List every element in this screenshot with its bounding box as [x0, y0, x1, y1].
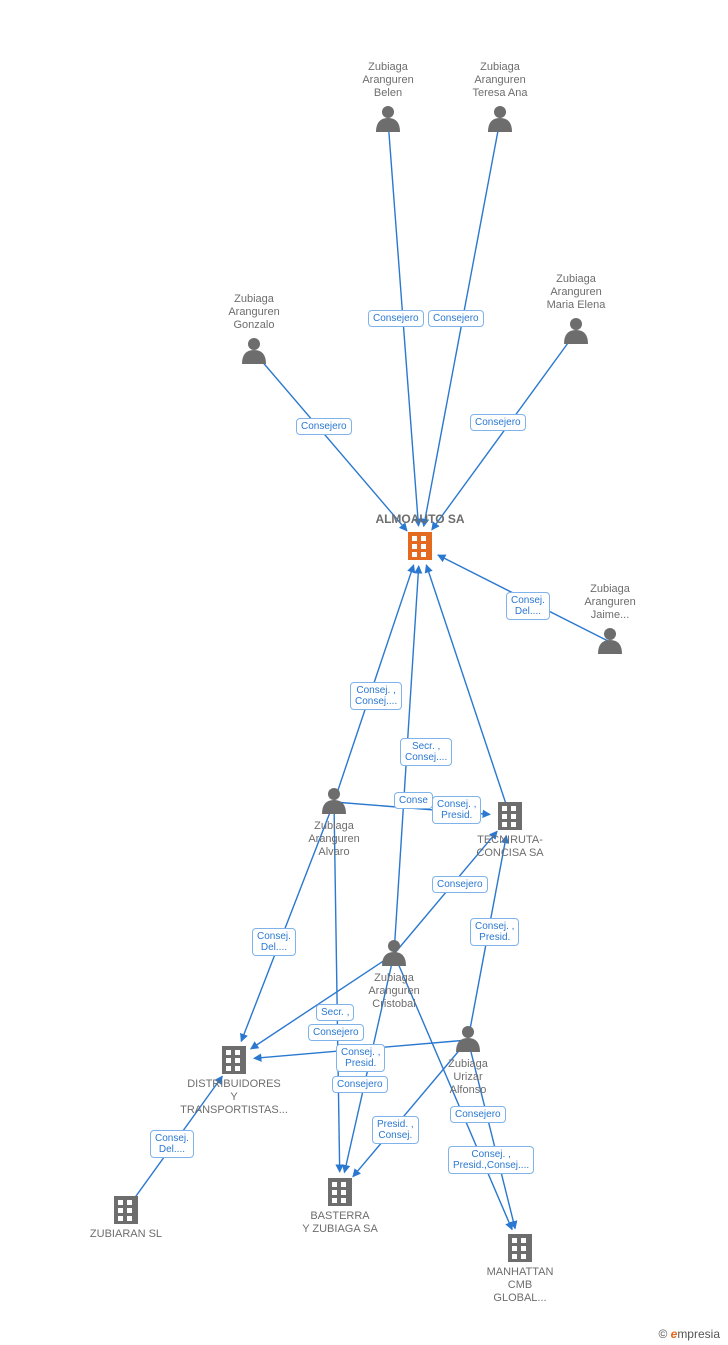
edge-label: Consejero — [432, 876, 488, 893]
edge-label: Consejero — [450, 1106, 506, 1123]
edge-label: Consej. Del.... — [506, 592, 550, 620]
edge-label: Consej. , Presid.,Consej.... — [448, 1146, 534, 1174]
edge-label: Secr. , — [316, 1004, 354, 1021]
company-node[interactable] — [508, 1234, 532, 1262]
person-node[interactable] — [242, 338, 266, 364]
edge-label: Consejero — [428, 310, 484, 327]
node-label: Zubiaga Aranguren Alvaro — [274, 820, 394, 859]
copyright-symbol: © — [658, 1327, 667, 1341]
person-node[interactable] — [456, 1026, 480, 1052]
node-label: Zubiaga Aranguren Teresa Ana — [440, 61, 560, 100]
edge-label: Consej. , Presid. — [432, 796, 481, 824]
company-node[interactable] — [498, 802, 522, 830]
brand-rest: mpresia — [677, 1327, 720, 1341]
edge — [254, 352, 407, 531]
edge-label: Consejero — [332, 1076, 388, 1093]
edge-label: Consej. Del.... — [150, 1130, 194, 1158]
node-label: ALMOAUTO SA — [360, 513, 480, 526]
person-node[interactable] — [322, 788, 346, 814]
edge-label: Presid. , Consej. — [372, 1116, 419, 1144]
node-label: Zubiaga Aranguren Maria Elena — [516, 273, 636, 312]
edge-label: Consej. , Consej.... — [350, 682, 402, 710]
node-label: Zubiaga Aranguren Gonzalo — [194, 293, 314, 332]
node-label: DISTRIBUIDORES Y TRANSPORTISTAS... — [174, 1078, 294, 1117]
person-node[interactable] — [564, 318, 588, 344]
node-label: TECNIRUTA- CONCISA SA — [450, 834, 570, 860]
edge-label: Secr. , Consej.... — [400, 738, 452, 766]
person-node[interactable] — [488, 106, 512, 132]
edge-label: Consejero — [368, 310, 424, 327]
company-node[interactable] — [114, 1196, 138, 1224]
company-node[interactable] — [222, 1046, 246, 1074]
center-company-node[interactable] — [408, 532, 432, 560]
edge-label: Consej. , Presid. — [336, 1044, 385, 1072]
node-label: Zubiaga Urizar Alfonso — [408, 1058, 528, 1097]
node-label: Zubiaga Aranguren Belen — [328, 61, 448, 100]
footer-credit: © empresia — [658, 1327, 720, 1341]
edge-label: Consej. Del.... — [252, 928, 296, 956]
edge-label: Consejero — [296, 418, 352, 435]
edge-label: Consejero — [308, 1024, 364, 1041]
person-node[interactable] — [376, 106, 400, 132]
person-node[interactable] — [598, 628, 622, 654]
edge — [426, 565, 510, 816]
edge-label: Conse — [394, 792, 433, 809]
node-label: ZUBIARAN SL — [66, 1228, 186, 1241]
node-label: Zubiaga Aranguren Jaime... — [550, 583, 670, 622]
edge-label: Consejero — [470, 414, 526, 431]
company-node[interactable] — [328, 1178, 352, 1206]
node-label: BASTERRA Y ZUBIAGA SA — [280, 1210, 400, 1236]
edge-label: Consej. , Presid. — [470, 918, 519, 946]
node-label: MANHATTAN CMB GLOBAL... — [460, 1266, 580, 1305]
